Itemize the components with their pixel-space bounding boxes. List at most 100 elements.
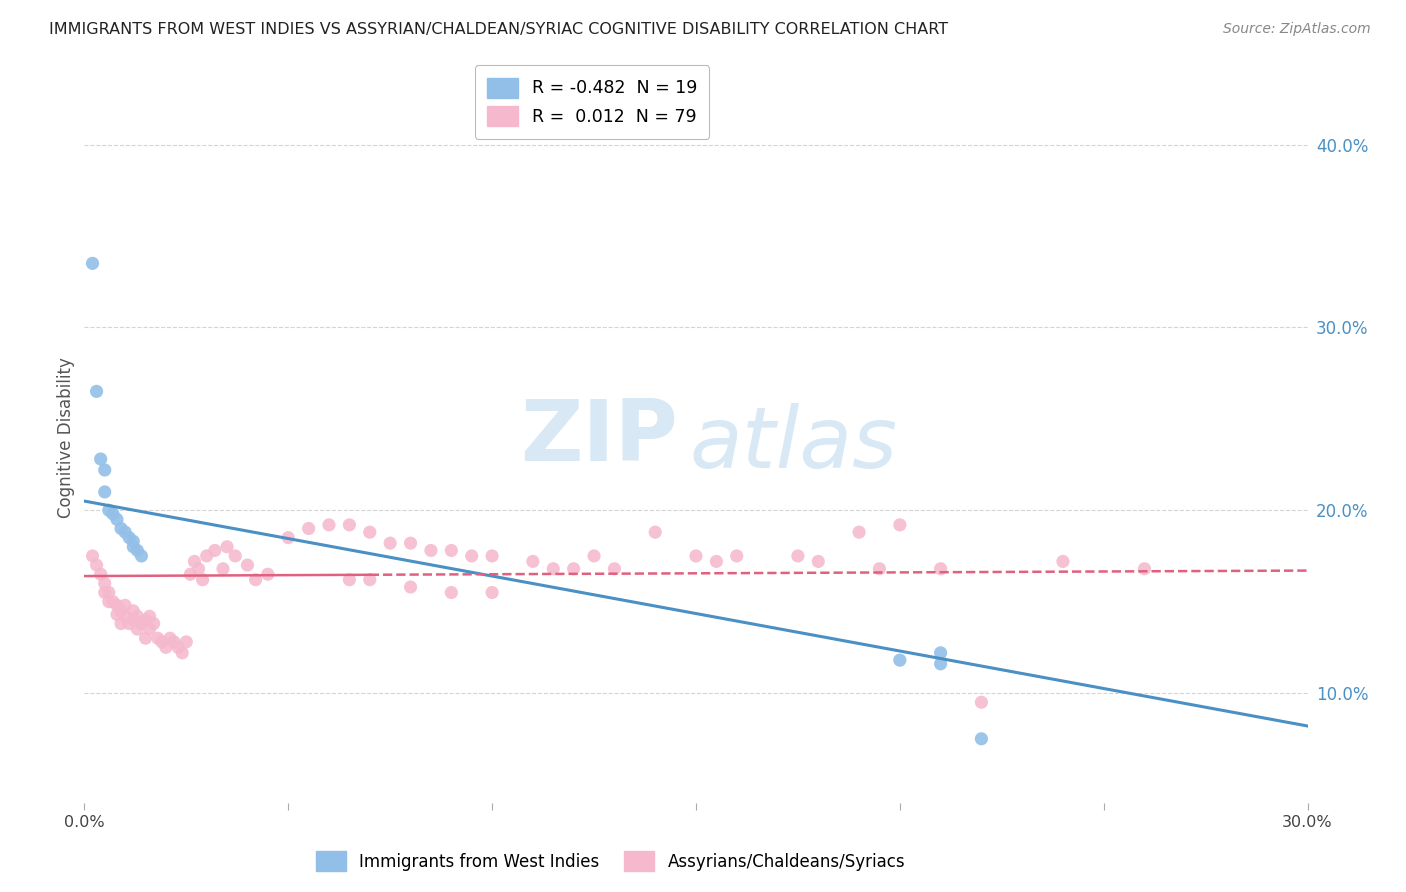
Point [86,384,108,399]
Point [101,507,124,521]
Point [359,525,381,540]
Point [167,640,190,655]
Text: ZIP: ZIP [520,395,678,479]
Point [440,543,463,558]
Point [174,635,197,649]
Point [339,517,361,532]
Point [298,521,321,535]
Point [706,554,728,568]
Point [142,616,165,631]
Point [110,616,132,631]
Point [685,549,707,563]
Point [179,567,201,582]
Point [118,616,141,631]
Point [399,536,422,550]
Point [90,567,112,582]
Point [131,616,153,631]
Point [93,485,115,500]
Point [172,646,194,660]
Point [440,585,463,599]
Point [114,609,136,624]
Point [122,613,145,627]
Point [318,517,340,532]
Point [97,503,120,517]
Point [93,463,115,477]
Point [420,543,443,558]
Point [122,604,145,618]
Point [245,573,267,587]
Point [787,549,810,563]
Point [114,599,136,613]
Point [869,562,891,576]
Point [138,622,160,636]
Point [848,525,870,540]
Point [93,585,115,599]
Point [122,534,145,549]
Point [339,573,361,587]
Point [1052,554,1074,568]
Point [105,599,128,613]
Point [644,525,666,540]
Text: IMMIGRANTS FROM WEST INDIES VS ASSYRIAN/CHALDEAN/SYRIAC COGNITIVE DISABILITY COR: IMMIGRANTS FROM WEST INDIES VS ASSYRIAN/… [49,22,948,37]
Point [127,622,149,636]
Point [212,562,235,576]
Legend: Immigrants from West Indies, Assyrians/Chaldeans/Syriacs: Immigrants from West Indies, Assyrians/C… [315,851,905,871]
Point [135,632,157,646]
Point [97,594,120,608]
Point [195,549,218,563]
Point [110,604,132,618]
Point [224,549,246,563]
Point [110,521,132,535]
Point [236,558,259,573]
Point [114,525,136,540]
Point [889,517,911,532]
Point [543,562,565,576]
Point [118,531,141,545]
Point [359,573,381,587]
Point [461,549,484,563]
Point [277,531,299,545]
Point [150,635,173,649]
Point [90,452,112,467]
Point [725,549,748,563]
Point [159,632,181,646]
Point [93,576,115,591]
Point [105,512,128,526]
Point [929,657,952,671]
Point [191,573,214,587]
Point [603,562,626,576]
Point [399,580,422,594]
Point [122,540,145,554]
Point [82,549,104,563]
Point [82,256,104,270]
Point [929,562,952,576]
Point [807,554,830,568]
Point [105,607,128,622]
Point [131,549,153,563]
Point [101,594,124,608]
Point [481,549,503,563]
Point [183,554,205,568]
Point [155,640,177,655]
Point [562,562,585,576]
Point [481,585,503,599]
Text: Source: ZipAtlas.com: Source: ZipAtlas.com [1223,22,1371,37]
Point [187,562,209,576]
Text: atlas: atlas [690,403,898,486]
Point [135,613,157,627]
Point [522,554,544,568]
Point [138,609,160,624]
Point [86,558,108,573]
Point [380,536,402,550]
Point [146,632,169,646]
Point [127,609,149,624]
Point [257,567,280,582]
Point [163,635,186,649]
Point [889,653,911,667]
Y-axis label: Cognitive Disability: Cognitive Disability [56,357,75,517]
Point [97,585,120,599]
Point [929,646,952,660]
Point [204,543,226,558]
Point [970,731,993,746]
Point [970,695,993,709]
